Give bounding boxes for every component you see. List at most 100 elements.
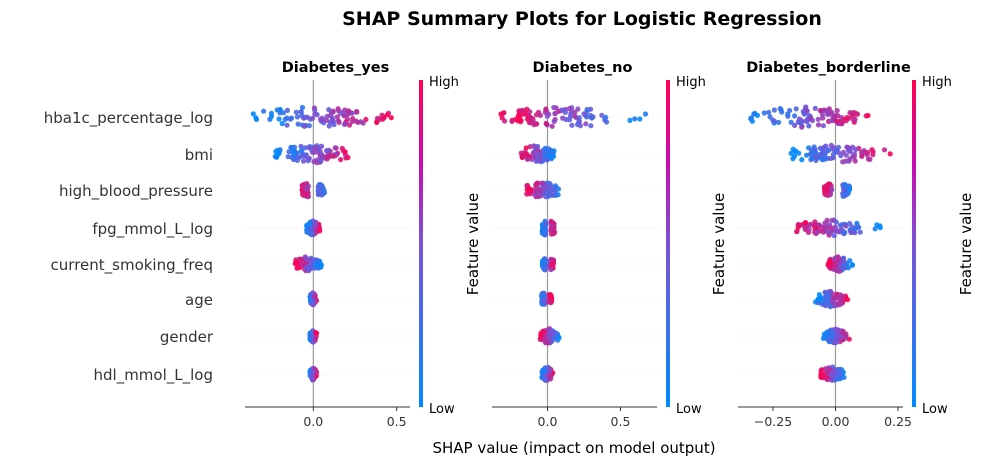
shap-dot	[825, 181, 831, 187]
shap-dot	[766, 109, 772, 115]
shap-dot	[318, 116, 324, 122]
shap-dot	[298, 109, 304, 115]
shap-dot	[294, 114, 300, 120]
shap-dot	[546, 188, 552, 194]
shap-dot	[541, 337, 547, 343]
shap-dot	[838, 333, 844, 340]
shap-dot	[308, 265, 314, 271]
shap-dot	[514, 118, 521, 124]
shap-dot	[830, 114, 836, 120]
colorbar-label: Feature value	[957, 193, 975, 295]
shap-dot	[523, 145, 529, 151]
shap-dot	[832, 261, 838, 267]
shap-dot	[309, 373, 315, 379]
shap-dot	[547, 367, 553, 373]
shap-dot	[303, 152, 309, 158]
shap-dot	[787, 107, 793, 114]
shap-dot	[501, 110, 507, 116]
shap-dot	[304, 187, 310, 193]
shap-dot	[872, 226, 878, 232]
shap-dot	[830, 373, 836, 379]
shap-dot	[842, 229, 848, 235]
shap-dot	[841, 258, 847, 264]
shap-dot	[521, 153, 527, 159]
shap-dot	[603, 114, 609, 120]
colorbar-high-label: High	[922, 75, 952, 90]
shap-dot	[562, 109, 569, 115]
shap-dot	[847, 110, 853, 116]
shap-dot	[345, 154, 351, 161]
shap-dot	[806, 123, 812, 129]
shap-dot	[854, 111, 860, 117]
shap-dot	[310, 369, 316, 375]
shap-dot	[795, 221, 801, 228]
shap-dot	[534, 121, 540, 127]
shap-dot	[815, 116, 821, 122]
shap-dot	[300, 158, 307, 164]
shap-dot	[845, 147, 852, 153]
x-tick-label: 0.5	[387, 414, 407, 429]
shap-dot	[812, 222, 818, 228]
shap-dot	[865, 156, 872, 162]
shap-dot	[363, 116, 369, 123]
shap-dot	[541, 368, 547, 375]
x-axis-label: SHAP value (impact on model output)	[432, 439, 715, 457]
shap-dot	[530, 150, 536, 156]
x-tick-label: 0.5	[611, 414, 631, 429]
colorbar-high-label: High	[429, 75, 459, 90]
shap-dot	[317, 157, 324, 164]
shap-dot	[843, 223, 849, 229]
shap-dot	[543, 106, 549, 112]
x-tick-label: −0.25	[754, 414, 792, 429]
shap-dot	[314, 330, 320, 336]
shap-dot	[792, 113, 798, 119]
shap-dot	[865, 112, 871, 119]
shap-dot	[290, 148, 296, 154]
shap-dot	[304, 181, 310, 187]
shap-dot	[302, 254, 308, 260]
shap-dot	[546, 334, 552, 341]
shap-dot	[820, 123, 827, 129]
shap-dot	[833, 219, 839, 225]
shap-dot	[377, 116, 383, 122]
shap-dot	[250, 111, 256, 117]
feature-label: fpg_mmol_L_log	[92, 220, 213, 239]
shap-dot	[541, 266, 547, 272]
shap-dot	[818, 152, 824, 158]
shap-dot	[388, 115, 394, 121]
colorbar-high-label: High	[676, 75, 706, 90]
x-tick-label: 0.00	[822, 414, 850, 429]
shap-dot	[542, 152, 548, 158]
shap-dot	[834, 107, 840, 114]
shap-dot	[274, 107, 280, 113]
shap-dot	[803, 220, 809, 226]
shap-dot	[832, 266, 838, 272]
shap-dot	[544, 180, 550, 186]
colorbar	[666, 80, 670, 407]
x-tick-label: 0.0	[538, 414, 558, 429]
shap-dot	[545, 193, 551, 200]
shap-dot	[334, 114, 340, 120]
shap-dot	[576, 118, 583, 125]
shap-dot	[849, 262, 855, 268]
shap-dot	[326, 107, 332, 113]
colorbar	[912, 80, 916, 407]
shap-dot	[837, 366, 843, 373]
shap-dot	[319, 192, 325, 198]
shap-dot	[851, 117, 857, 123]
shap-dot	[525, 114, 531, 120]
panel-title: Diabetes_borderline	[746, 60, 911, 76]
shap-dot	[829, 217, 835, 223]
shap-dot	[312, 294, 318, 300]
shap-dot	[354, 109, 360, 115]
shap-dot	[761, 110, 767, 116]
shap-dot	[311, 159, 317, 165]
shap-dot	[302, 191, 308, 197]
colorbar-low-label: Low	[922, 402, 948, 417]
panel-title: Diabetes_yes	[282, 60, 390, 76]
shap-dot	[569, 122, 575, 128]
shap-dot	[568, 111, 574, 117]
shap-dot	[548, 294, 554, 300]
shap-dot	[851, 154, 857, 160]
